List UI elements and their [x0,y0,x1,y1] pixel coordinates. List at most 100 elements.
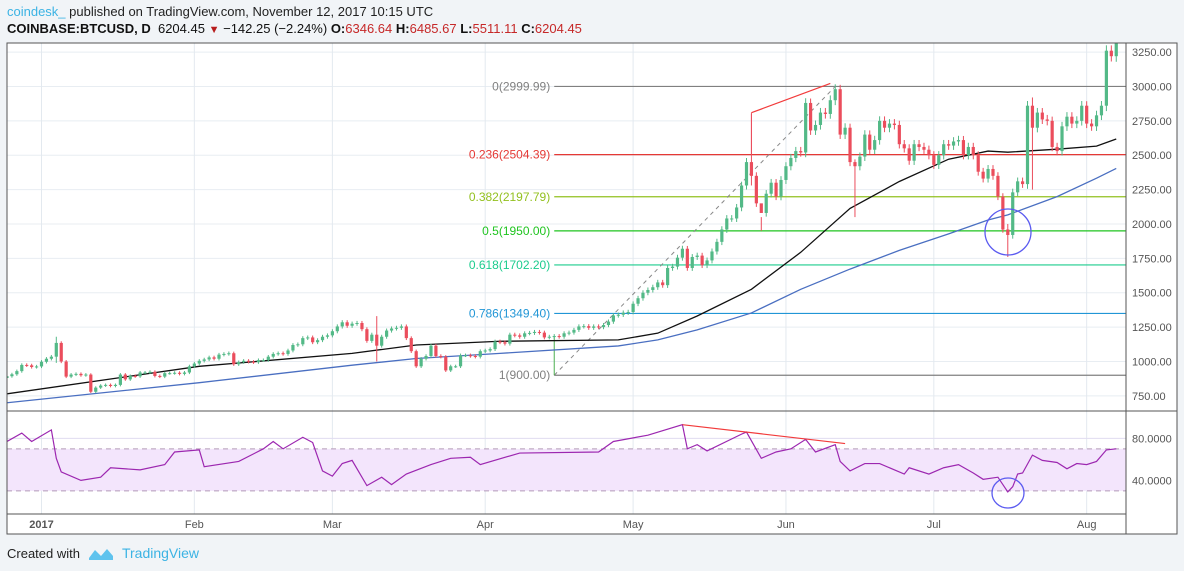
candle [385,328,389,339]
candle [355,320,359,326]
candle-body [1050,120,1054,147]
candle-body [848,127,852,163]
candle [981,167,985,183]
candle [1075,116,1079,129]
candle-body [754,175,758,204]
candle [759,203,763,231]
candle [853,159,857,218]
candle-body [799,151,803,153]
candle-body [345,322,349,326]
close-label: C: [521,21,535,36]
candle-body [833,89,837,101]
candle [784,162,788,184]
candle-body [601,325,606,328]
candle [237,360,241,366]
candle [675,254,680,270]
tradingview-link[interactable]: TradingView [121,545,200,561]
candle-body [232,353,236,365]
candle [266,354,270,362]
candle-body [7,376,9,378]
candle [641,290,645,301]
candle [25,363,29,367]
candle [1035,107,1039,133]
candle-body [823,112,827,114]
candle [493,339,497,352]
candle [197,359,201,366]
candle [527,330,532,336]
fib-level-label: 0.236(2504.39) [469,148,550,162]
candle [631,301,635,315]
candle-body [843,127,847,135]
candle [878,116,882,145]
candle-body [79,373,83,376]
candle-body [1006,229,1010,235]
candle [971,142,975,160]
candle [138,370,142,378]
candle-body [695,255,699,257]
candle-body [222,353,226,355]
candle [360,320,364,332]
candle-body [1080,105,1084,121]
candle-body [764,193,768,213]
candle-body [606,321,611,326]
candle [1099,100,1104,121]
candle [69,373,73,379]
candle [94,386,98,394]
footer: Created with TradingView [7,545,199,561]
candle [7,374,9,380]
rsi-pane[interactable] [7,423,1126,493]
candle-body [858,156,862,167]
candle [454,364,458,368]
candle-body [276,353,280,355]
candle-body [794,151,798,158]
candle [1109,45,1113,62]
candle-body [981,171,985,179]
candle-body [1075,120,1079,124]
candle [670,263,675,271]
candle [133,374,137,378]
candle-body [685,248,689,268]
candle-body [808,102,813,131]
candle-body [414,351,418,367]
candle-body [626,311,630,313]
candle [947,139,951,150]
candle-body [99,385,103,388]
candle-body [89,374,93,392]
candle-body [10,374,14,377]
price-pane[interactable]: 0(2999.99) 0.236(2504.39) 0.382(2197.79) 0.… [5,27,1126,404]
candle-body [1060,126,1064,152]
candle-body [20,364,24,372]
candle-body [1030,105,1035,128]
candle-body [739,185,744,208]
candle-body [996,175,1000,197]
candle-body [473,355,477,357]
candle [325,333,330,339]
candle [251,360,256,364]
candle [463,353,468,358]
candle-body [907,148,911,161]
candle [848,123,852,167]
time-tick-label: May [623,519,644,531]
candle-body [74,373,78,375]
candle-body [592,326,596,328]
candle-body [710,251,714,261]
candle [922,142,926,154]
candle-body [449,366,453,371]
candle-body [897,124,901,145]
candle [414,349,418,368]
candle [863,130,867,161]
candle-body [690,256,694,268]
candle [350,321,354,328]
candle [1030,97,1035,190]
candle [503,340,507,346]
candle-body [951,141,956,146]
candle [651,284,655,293]
candle [611,313,615,324]
candle [1055,142,1059,156]
candle-body [818,112,823,125]
candle [754,172,758,207]
candle-body [1070,116,1074,124]
publisher-link[interactable]: coindesk_ [7,4,66,19]
candle [976,151,980,176]
